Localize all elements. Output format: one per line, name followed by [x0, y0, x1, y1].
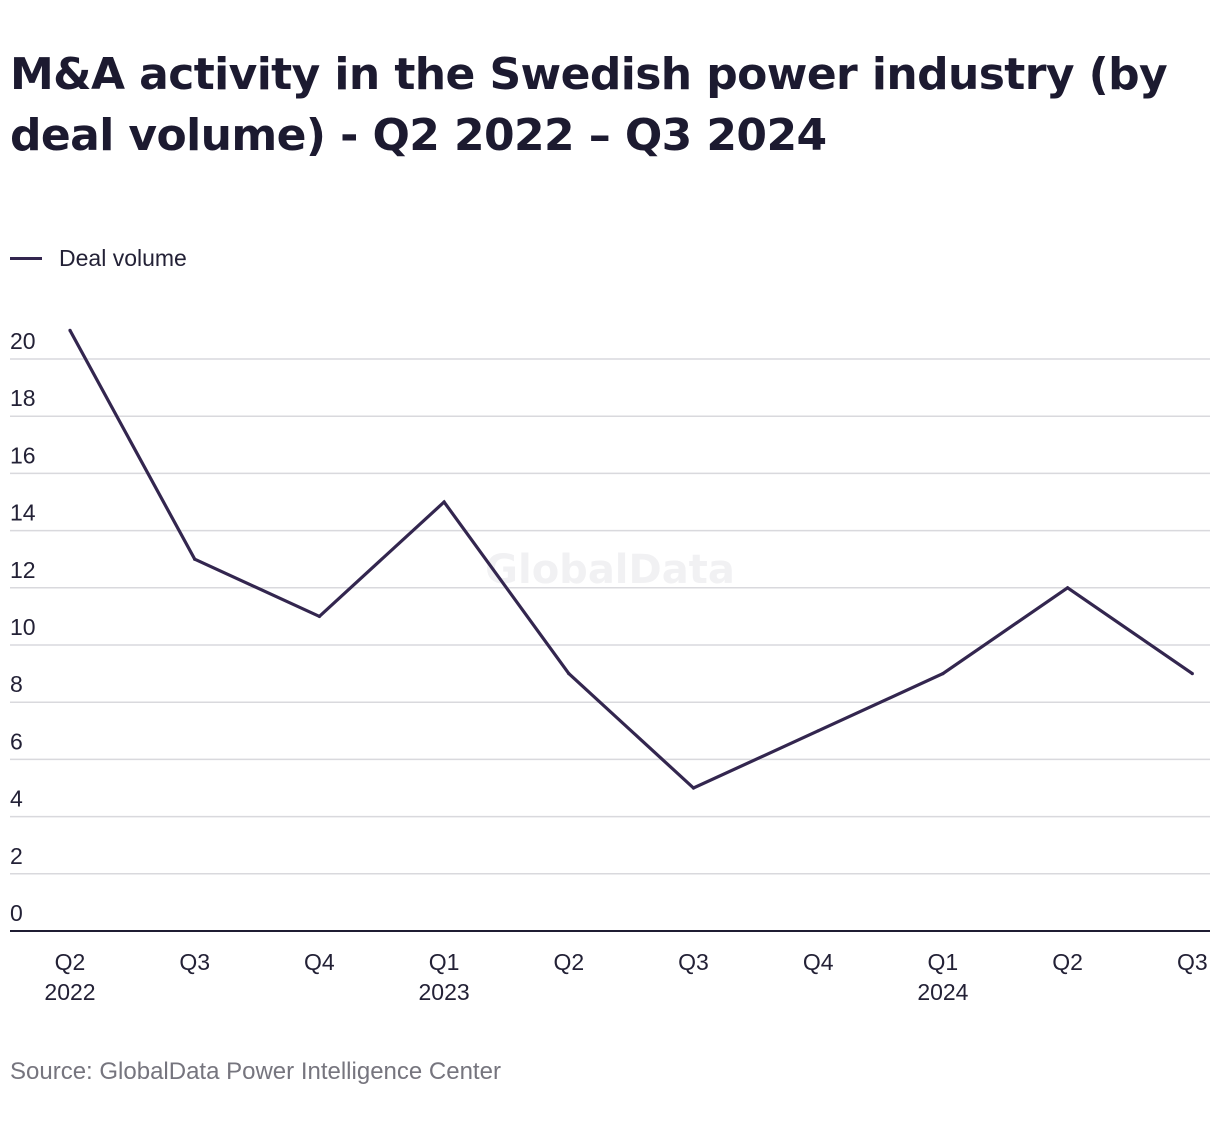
legend-line-swatch — [10, 256, 42, 260]
x-tick-year-label: 2022 — [44, 979, 95, 1005]
x-tick-label: Q3 — [1177, 949, 1208, 975]
y-tick-label: 8 — [10, 671, 23, 697]
data-point — [442, 500, 446, 504]
legend: Deal volume — [10, 243, 187, 273]
y-tick-label: 6 — [10, 728, 23, 754]
x-tick-label: Q3 — [179, 949, 210, 975]
data-point — [691, 786, 696, 790]
x-tick-label: Q4 — [803, 949, 834, 975]
y-tick-label: 16 — [10, 442, 36, 468]
x-tick-year-label: 2023 — [419, 979, 470, 1005]
data-point — [1066, 586, 1070, 590]
gridlines — [10, 358, 1210, 932]
y-axis-ticks: 0 2 4 6 8 10 12 14 16 18 20 — [10, 328, 36, 926]
y-tick-label: 20 — [10, 328, 36, 354]
series-group — [68, 328, 1194, 790]
data-point — [816, 729, 820, 733]
watermark: GlobalData — [485, 547, 735, 593]
x-tick-year-label: 2024 — [917, 979, 968, 1005]
legend-label: Deal volume — [59, 244, 187, 271]
data-point — [193, 557, 197, 561]
data-point — [68, 328, 72, 332]
source-note: Source: GlobalData Power Intelligence Ce… — [10, 1058, 501, 1085]
y-tick-label: 10 — [10, 614, 36, 640]
x-axis-ticks: Q2 2022 Q3 Q4 Q1 2023 Q2 Q3 Q4 Q1 2024 Q2 Q3 — [44, 949, 1207, 1005]
data-point — [317, 614, 321, 619]
y-tick-label: 12 — [10, 557, 36, 583]
y-tick-label: 0 — [10, 900, 23, 926]
y-tick-label: 2 — [10, 843, 23, 869]
x-tick-label: Q2 — [55, 949, 86, 975]
data-point — [567, 672, 571, 676]
y-tick-label: 18 — [10, 385, 36, 411]
x-tick-label: Q1 — [928, 949, 959, 975]
chart-title: M&A activity in the Swedish power indust… — [10, 49, 1168, 161]
data-point — [941, 672, 945, 676]
x-tick-label: Q2 — [1052, 949, 1083, 975]
x-tick-label: Q2 — [553, 949, 584, 975]
y-tick-label: 4 — [10, 786, 23, 812]
x-tick-label: Q1 — [429, 949, 460, 975]
x-tick-label: Q4 — [304, 949, 335, 975]
data-point — [1190, 672, 1194, 676]
y-tick-label: 14 — [10, 500, 36, 526]
series-line-deal-volume — [68, 329, 1194, 790]
x-tick-label: Q3 — [678, 949, 709, 975]
